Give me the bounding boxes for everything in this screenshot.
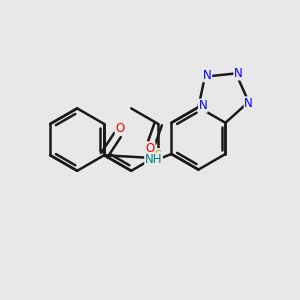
Text: O: O	[115, 122, 124, 135]
Text: N: N	[203, 69, 212, 82]
Text: N: N	[199, 99, 207, 112]
Text: O: O	[146, 142, 155, 155]
Text: NH: NH	[145, 154, 162, 166]
Text: N: N	[244, 97, 253, 110]
Text: N: N	[234, 67, 243, 80]
Text: S: S	[154, 149, 162, 162]
